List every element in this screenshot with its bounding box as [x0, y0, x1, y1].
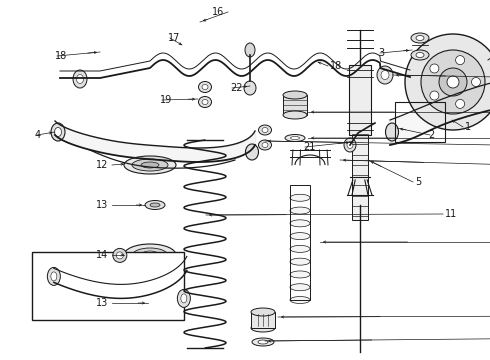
- Ellipse shape: [54, 127, 62, 136]
- Bar: [349, 65, 371, 135]
- Ellipse shape: [262, 127, 268, 132]
- Ellipse shape: [76, 75, 83, 84]
- Ellipse shape: [344, 138, 356, 152]
- Ellipse shape: [416, 36, 424, 40]
- Ellipse shape: [245, 43, 255, 57]
- Text: 2: 2: [428, 130, 434, 140]
- Ellipse shape: [124, 156, 176, 174]
- Circle shape: [430, 64, 439, 73]
- Ellipse shape: [132, 248, 168, 262]
- Circle shape: [456, 56, 465, 65]
- Ellipse shape: [283, 91, 307, 99]
- Ellipse shape: [148, 301, 162, 310]
- Ellipse shape: [285, 135, 305, 141]
- Text: 16: 16: [212, 7, 224, 17]
- Ellipse shape: [48, 267, 60, 285]
- Ellipse shape: [181, 294, 187, 303]
- Ellipse shape: [290, 258, 310, 265]
- Text: 18: 18: [55, 51, 67, 61]
- Circle shape: [421, 50, 485, 114]
- Ellipse shape: [262, 143, 268, 148]
- Circle shape: [456, 99, 465, 108]
- Text: 3: 3: [378, 48, 384, 58]
- Ellipse shape: [251, 308, 275, 316]
- Ellipse shape: [290, 194, 310, 201]
- Text: 5: 5: [415, 177, 421, 187]
- Ellipse shape: [386, 123, 398, 141]
- Ellipse shape: [141, 251, 159, 259]
- Bar: [283, 95, 307, 115]
- Ellipse shape: [202, 99, 208, 104]
- Ellipse shape: [381, 71, 389, 80]
- Text: 14: 14: [96, 250, 108, 260]
- Ellipse shape: [51, 272, 57, 281]
- Bar: [290, 185, 310, 300]
- Bar: [251, 312, 275, 328]
- Ellipse shape: [152, 303, 158, 307]
- Ellipse shape: [251, 324, 275, 332]
- Ellipse shape: [116, 252, 123, 259]
- Ellipse shape: [290, 220, 310, 227]
- Ellipse shape: [198, 96, 212, 108]
- Text: 13: 13: [96, 200, 108, 210]
- Bar: [32, 252, 184, 320]
- Ellipse shape: [244, 81, 256, 95]
- Ellipse shape: [252, 338, 274, 346]
- Text: 1: 1: [465, 122, 471, 132]
- Ellipse shape: [290, 284, 310, 291]
- Ellipse shape: [347, 141, 353, 148]
- Ellipse shape: [124, 244, 176, 266]
- Ellipse shape: [198, 81, 212, 93]
- Text: 18: 18: [330, 61, 342, 71]
- Ellipse shape: [259, 140, 271, 150]
- Text: 4: 4: [35, 130, 41, 140]
- Circle shape: [471, 77, 481, 86]
- Ellipse shape: [290, 271, 310, 278]
- Text: 22: 22: [230, 83, 243, 93]
- Ellipse shape: [150, 203, 160, 207]
- Ellipse shape: [132, 159, 168, 171]
- Text: 13: 13: [96, 298, 108, 308]
- Text: 17: 17: [168, 33, 180, 43]
- Ellipse shape: [245, 144, 259, 160]
- Ellipse shape: [147, 253, 152, 256]
- Ellipse shape: [259, 125, 271, 135]
- Ellipse shape: [290, 297, 310, 303]
- Text: 11: 11: [445, 209, 457, 219]
- Ellipse shape: [411, 33, 429, 43]
- Text: 19: 19: [160, 95, 172, 105]
- Bar: [352, 130, 368, 220]
- Ellipse shape: [377, 66, 393, 84]
- Ellipse shape: [113, 248, 127, 262]
- Ellipse shape: [290, 207, 310, 214]
- Ellipse shape: [416, 53, 424, 58]
- Text: 12: 12: [96, 160, 108, 170]
- Circle shape: [439, 68, 467, 96]
- Ellipse shape: [145, 201, 165, 210]
- Circle shape: [430, 91, 439, 100]
- Ellipse shape: [290, 233, 310, 240]
- Ellipse shape: [411, 50, 429, 60]
- Ellipse shape: [177, 289, 190, 307]
- Ellipse shape: [51, 123, 65, 141]
- Ellipse shape: [291, 136, 299, 139]
- Ellipse shape: [141, 162, 159, 168]
- Ellipse shape: [258, 340, 268, 344]
- Ellipse shape: [290, 246, 310, 252]
- Circle shape: [405, 34, 490, 130]
- Bar: [395, 102, 445, 142]
- Ellipse shape: [202, 85, 208, 90]
- Circle shape: [447, 76, 459, 88]
- Ellipse shape: [73, 70, 87, 88]
- Ellipse shape: [283, 111, 307, 119]
- Text: 21: 21: [303, 142, 316, 152]
